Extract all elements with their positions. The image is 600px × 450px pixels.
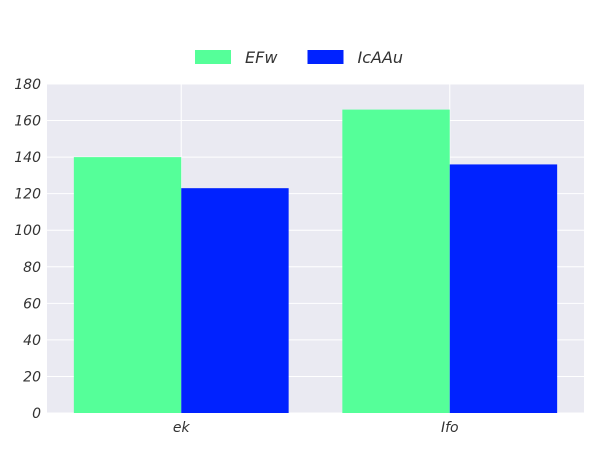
x-axis: ek Ifo [173, 420, 459, 436]
y-tick-label: 100 [14, 223, 41, 239]
legend-swatch-IcAAu [307, 50, 344, 64]
bar-EFw-ek [73, 157, 182, 413]
y-tick-label: 40 [23, 333, 41, 349]
legend-swatch-EFw [195, 50, 231, 64]
bars [73, 109, 558, 413]
y-tick-label: 160 [14, 114, 41, 130]
legend-label-IcAAu: IcAAu [358, 48, 404, 67]
x-tick-label: Ifo [441, 420, 459, 436]
bar-IcAAu-Ifo [449, 164, 558, 413]
bar-IcAAu-ek [181, 188, 289, 413]
legend-label-EFw: EFw [245, 48, 278, 67]
y-tick-label: 140 [14, 150, 41, 166]
y-tick-label: 120 [14, 187, 41, 203]
y-tick-label: 180 [14, 77, 41, 93]
legend: EFw IcAAu [195, 48, 403, 67]
y-tick-label: 80 [23, 260, 41, 276]
y-tick-label: 0 [32, 406, 41, 422]
y-tick-label: 60 [23, 296, 41, 312]
y-axis: 0 20 40 60 80 100 120 140 160 180 [14, 77, 41, 422]
x-tick-label: ek [173, 420, 191, 436]
y-tick-label: 20 [23, 369, 41, 385]
bar-EFw-Ifo [342, 109, 450, 413]
